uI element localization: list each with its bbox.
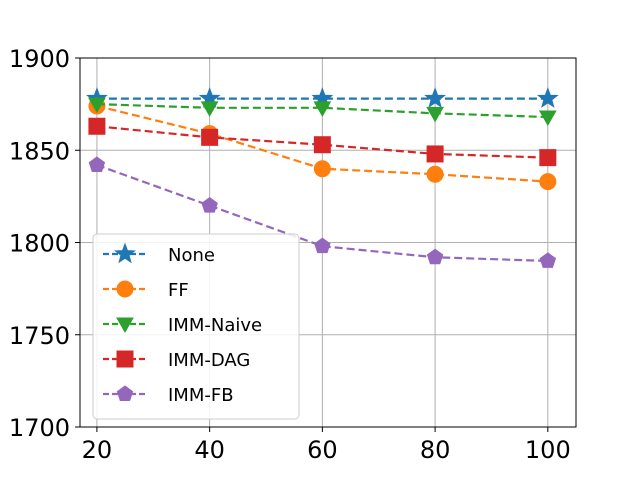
data-point-star (424, 87, 446, 108)
data-point-square (88, 117, 106, 135)
data-point-square (539, 149, 557, 167)
data-point-pentagon (314, 237, 331, 254)
legend-marker-triangle-down (116, 317, 134, 334)
legend-item: IMM-Naive (103, 315, 262, 336)
series-4 (88, 156, 557, 268)
data-point-circle (539, 173, 557, 191)
data-point-circle (426, 165, 444, 183)
legend-item: IMM-DAG (103, 350, 250, 371)
data-point-triangle-down (426, 106, 444, 123)
y-tick-label: 1700 (9, 414, 70, 442)
legend-label: IMM-FB (168, 385, 234, 406)
data-point-triangle-down (200, 101, 219, 117)
data-point-triangle-down (538, 110, 557, 127)
data-point-pentagon (201, 196, 218, 213)
legend-item: IMM-FB (103, 385, 234, 406)
data-point-triangle-down (313, 101, 332, 117)
series-2 (88, 97, 557, 127)
legend-item: FF (103, 280, 189, 301)
legend: None FF IMM-Naive IMM-DAG IMM-FB (92, 233, 300, 420)
series-line (96, 103, 548, 119)
data-point-triangle-down (88, 97, 106, 114)
data-point-pentagon (88, 156, 106, 172)
legend-label: IMM-DAG (168, 350, 250, 371)
x-tick-label: 100 (525, 436, 571, 464)
legend-marker-pentagon (116, 385, 134, 401)
data-point-square (201, 128, 219, 146)
series-3 (88, 117, 557, 167)
legend-label: None (168, 245, 215, 266)
series-line (96, 163, 548, 263)
series-line (96, 125, 548, 159)
legend-label: IMM-Naive (168, 315, 262, 336)
series-group (86, 87, 559, 268)
y-tick-label: 1900 (9, 45, 70, 73)
x-tick-label: 80 (420, 436, 451, 464)
legend-box (92, 233, 300, 420)
data-point-circle (313, 160, 331, 178)
legend-marker-square (116, 350, 134, 368)
legend-item: None (103, 242, 215, 266)
legend-marker-star (114, 242, 136, 264)
x-tick-label: 40 (194, 436, 225, 464)
data-point-square (426, 145, 444, 163)
legend-label: FF (168, 280, 189, 301)
data-point-pentagon (426, 248, 444, 265)
data-point-pentagon (539, 252, 557, 268)
x-tick-label: 20 (82, 436, 113, 464)
y-tick-label: 1800 (9, 230, 70, 258)
y-tick-label: 1850 (9, 137, 70, 165)
y-tick-label: 1750 (9, 322, 70, 350)
x-tick-label: 60 (307, 436, 338, 464)
legend-marker-circle (116, 280, 134, 298)
data-point-square (313, 136, 331, 154)
axis-ticks: 20 40 60 80 100 1700 1750 1800 1850 1900 (9, 45, 571, 464)
data-point-star (536, 87, 559, 108)
